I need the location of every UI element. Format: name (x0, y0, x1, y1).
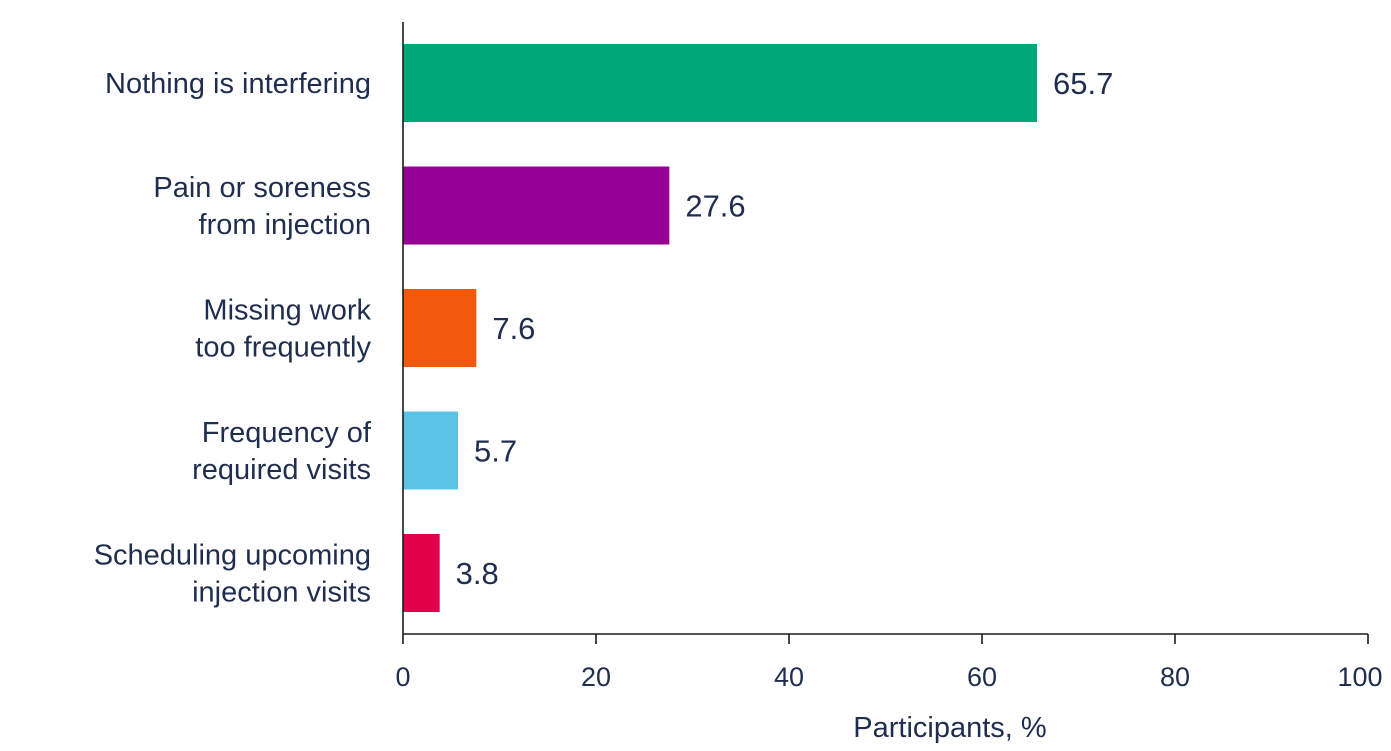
bars-group (403, 44, 1038, 612)
value-label-4: 3.8 (456, 556, 499, 591)
bar-2 (403, 289, 477, 367)
category-label-2: Missing work too frequently (195, 295, 371, 364)
value-label-2: 7.6 (492, 311, 535, 346)
value-labels: 65.7 27.6 7.6 5.7 3.8 (456, 66, 1114, 591)
category-label-4: Scheduling upcoming injection visits (94, 540, 371, 609)
bar-0 (403, 44, 1038, 122)
value-label-1: 27.6 (685, 189, 745, 224)
category-label-3: Frequency of required visits (192, 417, 372, 486)
bar-4 (403, 534, 440, 612)
x-tick-label-4: 80 (1160, 662, 1190, 692)
category-labels: Nothing is interfering Pain or soreness fr… (94, 68, 372, 609)
x-tick-label-1: 20 (581, 662, 611, 692)
x-axis-ticks: 0 20 40 60 80 100 (395, 634, 1383, 692)
value-label-3: 5.7 (474, 434, 517, 469)
x-axis-title: Participants, % (853, 712, 1046, 744)
x-tick-label-3: 60 (967, 662, 997, 692)
value-label-0: 65.7 (1053, 66, 1113, 101)
x-tick-label-5: 100 (1337, 662, 1382, 692)
category-label-1: Pain or soreness from injection (153, 172, 371, 241)
x-tick-label-0: 0 (395, 662, 410, 692)
bar-1 (403, 166, 670, 245)
category-label-0: Nothing is interfering (105, 68, 371, 100)
x-tick-label-2: 40 (774, 662, 804, 692)
bar-3 (403, 411, 459, 490)
